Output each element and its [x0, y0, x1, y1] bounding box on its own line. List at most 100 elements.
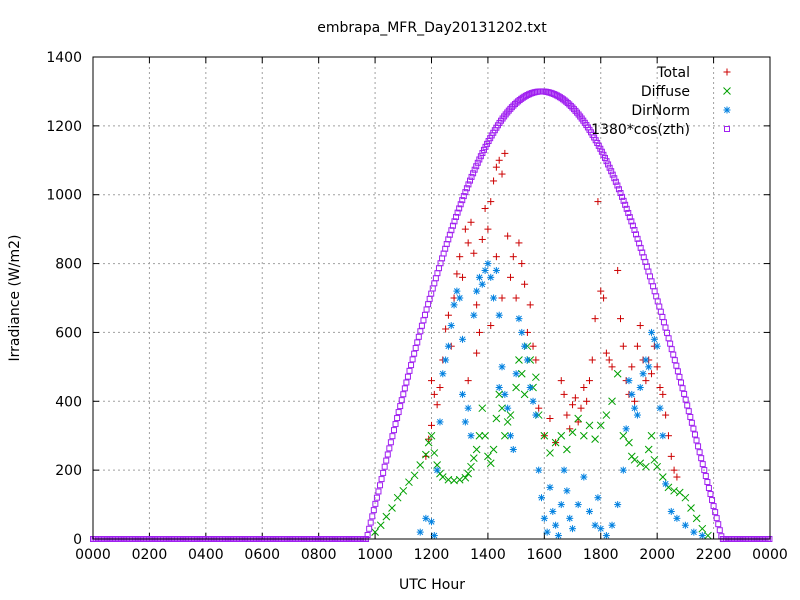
series-point [662, 480, 670, 488]
series-point [501, 390, 509, 398]
series-point [487, 322, 495, 330]
series-point [512, 383, 520, 392]
series-point [479, 150, 486, 157]
series-point [521, 342, 529, 350]
series-point [659, 390, 667, 398]
series-point [636, 459, 645, 468]
series-point [453, 213, 460, 220]
series-point [602, 349, 610, 357]
series-point [461, 473, 470, 482]
series-point [377, 482, 384, 489]
series-point [585, 421, 594, 430]
series-point [692, 514, 701, 523]
series-point [506, 273, 514, 281]
series-point [605, 161, 612, 168]
series-point [552, 521, 560, 529]
series-point [470, 170, 477, 177]
series-point [658, 473, 667, 481]
series-point [438, 473, 447, 481]
series-point [597, 525, 605, 533]
series-point [656, 384, 664, 392]
legend-marker [723, 87, 731, 95]
series-point [486, 459, 495, 468]
series-point [518, 260, 526, 268]
series-point [707, 491, 714, 498]
series-point [625, 209, 632, 216]
series-point [650, 455, 659, 464]
chart-title: embrapa_MFR_Day20131202.txt [317, 20, 547, 36]
series-point [668, 346, 675, 353]
series-point [685, 408, 692, 415]
series-point [698, 524, 707, 533]
series-point [517, 369, 526, 378]
series-point [373, 494, 380, 501]
series-point [490, 177, 498, 185]
series-point [667, 340, 674, 347]
series-point [628, 363, 636, 371]
series-point [418, 322, 425, 329]
series-point [507, 105, 514, 112]
series-point [670, 486, 678, 495]
series-1 [371, 342, 712, 540]
series-point [395, 409, 402, 416]
series-point [644, 445, 653, 454]
series-point [622, 425, 630, 433]
series-point [684, 402, 691, 409]
series-point [432, 275, 439, 282]
series-point [498, 170, 506, 178]
plot-frame [92, 56, 771, 540]
x-tick-label: 2000 [639, 547, 675, 563]
series-point [614, 266, 622, 274]
series-point [693, 437, 700, 444]
series-point [648, 278, 655, 285]
series-point [467, 177, 474, 184]
series-point [662, 411, 670, 419]
series-point [623, 205, 630, 212]
series-point [699, 461, 706, 468]
series-point [521, 280, 529, 288]
series-point [478, 404, 487, 413]
series-point [600, 294, 608, 302]
series-point [430, 390, 438, 398]
y-tick-label: 1200 [46, 119, 82, 135]
series-point [515, 239, 523, 247]
series-point [523, 356, 531, 364]
series-point [667, 507, 675, 515]
series-point [696, 449, 703, 456]
series-point [509, 253, 517, 261]
series-point [422, 450, 430, 459]
series-point [414, 339, 421, 346]
series-point [512, 370, 520, 378]
series-point [506, 432, 514, 440]
series-point [608, 397, 616, 406]
series-point [681, 521, 689, 529]
series-2 [416, 260, 706, 540]
series-point [371, 528, 379, 536]
series-point [603, 158, 610, 165]
series-point [504, 232, 512, 240]
series-point [428, 421, 435, 429]
series-point [470, 249, 478, 257]
series-point [412, 345, 419, 352]
series-point [434, 270, 441, 277]
series-point [487, 198, 495, 206]
series-point [492, 414, 501, 423]
series-point [597, 287, 605, 295]
series-point [392, 421, 399, 428]
series-point [469, 454, 478, 462]
series-point [629, 222, 636, 229]
series-point [713, 515, 720, 522]
series-point [620, 197, 627, 204]
series-point [481, 204, 489, 212]
series-point [704, 479, 711, 486]
series-point [662, 324, 669, 331]
series-point [622, 201, 629, 208]
series-point [594, 494, 602, 502]
series-point [591, 315, 599, 323]
series-point [474, 159, 481, 166]
series-point [464, 377, 472, 385]
series-point [475, 273, 483, 281]
series-point [614, 182, 621, 189]
series-point [449, 222, 456, 229]
